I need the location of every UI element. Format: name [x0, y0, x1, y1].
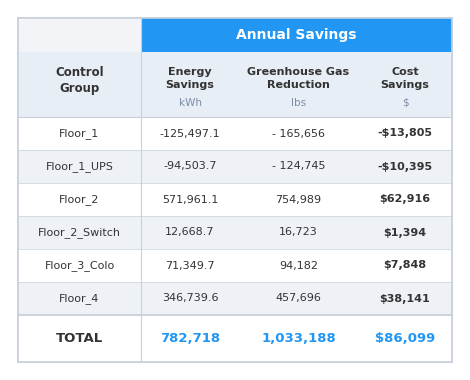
- Text: Greenhouse Gas
Reduction: Greenhouse Gas Reduction: [247, 67, 350, 90]
- Text: $38,141: $38,141: [380, 293, 431, 304]
- Bar: [18, 52, 452, 117]
- Text: 1,033,188: 1,033,188: [261, 332, 336, 345]
- Text: Floor_4: Floor_4: [59, 293, 100, 304]
- Text: lbs: lbs: [291, 98, 306, 108]
- Text: Energy
Savings: Energy Savings: [165, 67, 214, 90]
- Text: 571,961.1: 571,961.1: [162, 195, 218, 204]
- Text: 782,718: 782,718: [160, 332, 220, 345]
- Text: 71,349.7: 71,349.7: [165, 261, 215, 271]
- Text: 346,739.6: 346,739.6: [162, 293, 218, 304]
- Bar: [141, 18, 452, 52]
- Text: Floor_2: Floor_2: [59, 194, 100, 205]
- Text: kWh: kWh: [179, 98, 202, 108]
- Bar: [18, 216, 452, 249]
- Text: 12,668.7: 12,668.7: [165, 228, 215, 238]
- Text: -94,503.7: -94,503.7: [163, 162, 217, 171]
- Text: Floor_3_Colo: Floor_3_Colo: [44, 260, 115, 271]
- Text: Control
Group: Control Group: [55, 66, 104, 95]
- Text: Floor_2_Switch: Floor_2_Switch: [38, 227, 121, 238]
- Text: $7,848: $7,848: [384, 261, 427, 271]
- Bar: [18, 183, 452, 216]
- Text: Annual Savings: Annual Savings: [236, 28, 357, 42]
- Text: 754,989: 754,989: [275, 195, 321, 204]
- Text: $: $: [402, 98, 408, 108]
- Bar: [18, 18, 141, 52]
- Text: -125,497.1: -125,497.1: [160, 128, 220, 138]
- Text: $62,916: $62,916: [379, 195, 431, 204]
- Bar: [18, 150, 452, 183]
- Bar: [18, 249, 452, 282]
- Text: -$10,395: -$10,395: [377, 162, 432, 171]
- Text: 16,723: 16,723: [279, 228, 318, 238]
- Text: Floor_1_UPS: Floor_1_UPS: [46, 161, 113, 172]
- Text: $1,394: $1,394: [384, 228, 427, 238]
- Bar: [18, 282, 452, 315]
- Text: 457,696: 457,696: [275, 293, 321, 304]
- Text: TOTAL: TOTAL: [56, 332, 103, 345]
- Bar: [18, 117, 452, 150]
- Bar: [18, 315, 452, 362]
- Text: Floor_1: Floor_1: [59, 128, 100, 139]
- Text: -$13,805: -$13,805: [377, 128, 432, 138]
- Text: $86,099: $86,099: [375, 332, 435, 345]
- Text: 94,182: 94,182: [279, 261, 318, 271]
- Text: - 124,745: - 124,745: [272, 162, 325, 171]
- Text: - 165,656: - 165,656: [272, 128, 325, 138]
- Text: Cost
Savings: Cost Savings: [381, 67, 430, 90]
